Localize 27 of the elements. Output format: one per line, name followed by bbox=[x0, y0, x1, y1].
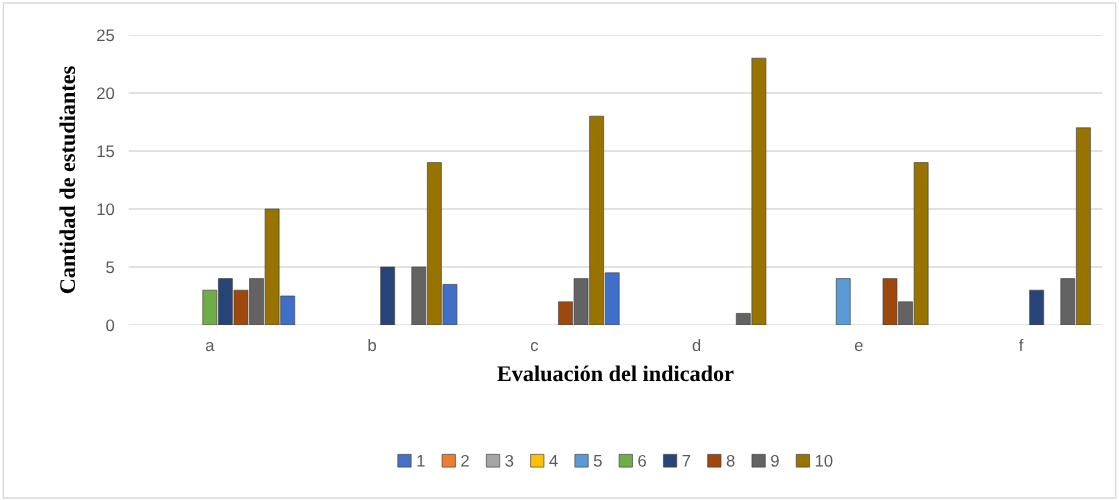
x-tick-label: d bbox=[692, 338, 701, 352]
x-tick-label: c bbox=[530, 342, 539, 352]
x-axis-title: Evaluación del indicador bbox=[497, 365, 734, 382]
legend-label: 2 bbox=[461, 454, 469, 467]
x-tick-label: a bbox=[205, 342, 215, 352]
y-tick-label: 20 bbox=[97, 87, 115, 100]
legend-label: 8 bbox=[726, 454, 735, 467]
y-tick-label: 25 bbox=[97, 29, 115, 42]
legend-label: 1 bbox=[417, 455, 425, 467]
y-tick-label: 10 bbox=[97, 203, 115, 216]
y-tick-label: 15 bbox=[97, 145, 115, 158]
bar bbox=[1029, 289, 1045, 325]
legend-label: 6 bbox=[638, 454, 647, 467]
bar bbox=[380, 266, 395, 325]
x-tick-label: b bbox=[368, 338, 376, 352]
legend-label: 5 bbox=[593, 455, 602, 467]
legend-label: 10 bbox=[815, 454, 833, 467]
legend-label: 4 bbox=[549, 455, 558, 467]
x-tick-label: e bbox=[854, 342, 863, 352]
legend-label: 7 bbox=[682, 455, 691, 467]
y-tick-label: 5 bbox=[106, 261, 115, 274]
y-tick-label: 0 bbox=[106, 319, 115, 332]
y-axis-title: Cantidad de estudiantes bbox=[59, 66, 76, 294]
bar bbox=[835, 278, 851, 325]
legend-label: 3 bbox=[505, 454, 514, 467]
x-tick-label: f bbox=[1019, 338, 1024, 351]
legend-label: 9 bbox=[771, 454, 779, 467]
